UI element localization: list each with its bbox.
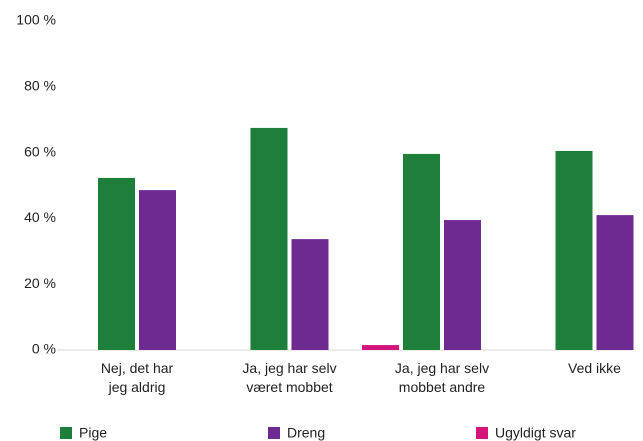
legend-label: Dreng [287,425,325,441]
bar [555,150,593,350]
bar [362,345,399,350]
bar [139,190,176,350]
legend-swatch [60,427,72,439]
y-tick-label: 100 % [16,12,56,28]
legend-label: Pige [79,425,107,441]
x-tick-label: Ja, jeg har selv mobbet andre [394,360,490,395]
legend-swatch [476,427,488,439]
bar [444,220,481,350]
y-tick-label: 20 % [24,275,56,291]
bar [596,215,634,350]
bar [98,177,135,350]
bar [250,127,288,350]
y-tick-label: 0 % [32,341,56,357]
y-tick-label: 60 % [24,143,56,159]
bar [403,153,440,350]
x-tick-label: Nej, det har jeg aldrig [100,360,174,395]
y-tick-label: 40 % [24,209,56,225]
legend-swatch [268,427,280,439]
bar [291,239,329,350]
x-tick-label: Ja, jeg har selv været mobbet [242,360,337,395]
x-tick-label: Ved ikke [568,360,621,376]
y-tick-label: 80 % [24,78,56,94]
legend-label: Ugyldigt svar [495,425,576,441]
